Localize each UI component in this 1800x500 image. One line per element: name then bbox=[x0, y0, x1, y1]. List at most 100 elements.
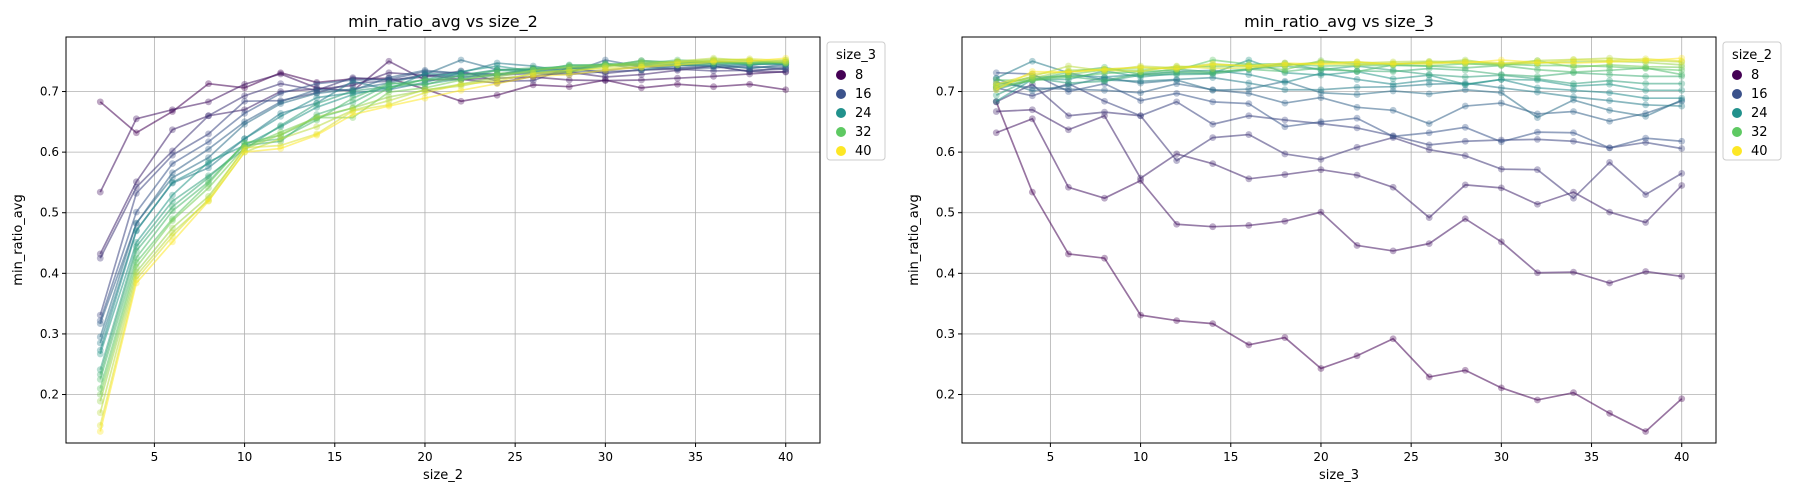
chart2-y-axis-label: min_ratio_avg bbox=[907, 194, 922, 285]
chart2-y-tick-label: 0.4 bbox=[936, 266, 955, 280]
chart1-data-point bbox=[565, 66, 573, 74]
chart2-data-point bbox=[1281, 116, 1289, 124]
chart2-data-point bbox=[1642, 63, 1650, 71]
chart1-legend-marker bbox=[836, 89, 846, 99]
chart2-series-line-38 bbox=[996, 57, 1682, 86]
chart2-data-point bbox=[1642, 268, 1650, 275]
chart1-data-point bbox=[493, 66, 501, 74]
chart2-series-line-40 bbox=[995, 57, 1682, 91]
chart2-data-point bbox=[1353, 171, 1361, 179]
chart2-data-point bbox=[1497, 56, 1505, 64]
chart2-data-point bbox=[992, 69, 1000, 77]
chart1-data-point bbox=[638, 63, 645, 71]
chart2-data-point bbox=[1065, 68, 1072, 76]
chart2-data-point bbox=[1678, 97, 1686, 105]
chart1-data-point bbox=[349, 99, 357, 106]
chart2-data-point bbox=[1461, 59, 1469, 67]
chart2-x-tick-label: 40 bbox=[1674, 450, 1689, 464]
chart2-axes-frame bbox=[961, 36, 1717, 444]
chart1-legend-marker bbox=[836, 146, 846, 156]
chart1-legend-label: 8 bbox=[855, 68, 863, 83]
chart1-data-point bbox=[746, 64, 754, 72]
chart1-data-point bbox=[241, 106, 248, 114]
chart2-data-point bbox=[1534, 128, 1541, 136]
chart1-data-point bbox=[241, 97, 248, 105]
chart2-data-point bbox=[1570, 56, 1577, 64]
chart2-data-point bbox=[992, 76, 1000, 84]
chart1-x-tick-label: 35 bbox=[688, 450, 703, 464]
chart2-data-point bbox=[1606, 279, 1613, 287]
chart1-data-point bbox=[385, 93, 393, 101]
chart2-data-point bbox=[1317, 71, 1325, 79]
chart1-data-point bbox=[421, 86, 429, 94]
chart1-data-point bbox=[313, 123, 321, 131]
chart2-data-point bbox=[1534, 114, 1541, 121]
chart2-data-point bbox=[992, 129, 1000, 137]
chart2-data-point bbox=[1389, 87, 1397, 95]
chart2-data-point bbox=[1028, 80, 1036, 88]
chart2-data-point bbox=[1389, 132, 1397, 140]
chart1-data-point bbox=[421, 89, 429, 97]
chart2-series-line-16 bbox=[996, 76, 1683, 119]
chart2-x-tick-label: 30 bbox=[1494, 450, 1509, 464]
chart1-data-point bbox=[205, 195, 212, 203]
chart1-data-point bbox=[277, 100, 285, 108]
chart2-data-point bbox=[1570, 80, 1577, 88]
chart2-data-point bbox=[1173, 157, 1181, 165]
chart2-x-axis-label: size_3 bbox=[1319, 468, 1359, 483]
chart1-data-point bbox=[385, 74, 393, 81]
chart1-data-point bbox=[710, 72, 717, 80]
chart1-series-line-40 bbox=[99, 57, 786, 432]
chart1-x-tick-label: 10 bbox=[237, 450, 252, 464]
chart2-data-point bbox=[1137, 174, 1144, 182]
chart2-legend-marker bbox=[1732, 70, 1742, 80]
chart2-data-point bbox=[1606, 208, 1613, 216]
chart2-data-point bbox=[1209, 98, 1217, 106]
chart1-data-point bbox=[169, 160, 176, 168]
chart-right: 5 10 15 20 25 30 35 40 0.2 0.3 0.4 0.5 0.6 0.7 min_rat… bbox=[907, 12, 1782, 483]
chart1-y-tick-label: 0.7 bbox=[40, 85, 59, 99]
chart2-data-point bbox=[1534, 166, 1541, 174]
chart2-data-point bbox=[1389, 83, 1397, 91]
chart2-data-point bbox=[1281, 171, 1289, 178]
chart2-data-point bbox=[1353, 76, 1361, 83]
chart2-legend-marker bbox=[1732, 146, 1742, 156]
chart1-y-tick-label: 0.3 bbox=[40, 327, 59, 341]
chart1-data-point bbox=[782, 54, 790, 62]
chart1-data-point bbox=[385, 79, 393, 87]
chart1-data-point bbox=[349, 94, 357, 102]
chart1-data-point bbox=[169, 207, 176, 215]
chart2-data-point bbox=[1389, 106, 1397, 114]
chart2-data-point bbox=[1606, 409, 1613, 417]
chart1-data-point bbox=[169, 215, 176, 223]
chart2-data-point bbox=[1425, 373, 1433, 381]
chart1-data-point bbox=[565, 63, 573, 71]
chart1-data-point bbox=[132, 115, 140, 123]
chart2-data-point bbox=[1245, 85, 1253, 93]
chart2-data-point bbox=[1137, 177, 1144, 185]
chart1-data-point bbox=[205, 197, 212, 205]
chart1-data-point bbox=[529, 77, 537, 85]
chart2-data-point bbox=[1389, 335, 1397, 343]
chart2-data-point bbox=[1461, 152, 1469, 160]
chart2-legend-marker bbox=[1732, 127, 1742, 137]
chart2-legend-marker bbox=[1732, 89, 1742, 99]
chart1-data-point bbox=[710, 58, 717, 66]
chart1-data-point bbox=[349, 111, 357, 118]
chart1-y-tick-label: 0.2 bbox=[40, 388, 59, 402]
chart2-data-point bbox=[1606, 144, 1613, 152]
chart2-data-point bbox=[1173, 89, 1181, 97]
chart1-data-point bbox=[710, 83, 717, 91]
chart2-data-point bbox=[1209, 120, 1217, 128]
chart2-data-point bbox=[1137, 68, 1144, 75]
chart2-data-point bbox=[1606, 159, 1613, 166]
chart2-data-point bbox=[1642, 134, 1650, 142]
chart1-data-point bbox=[385, 102, 393, 110]
chart2-data-point bbox=[1028, 106, 1036, 114]
chart2-data-point bbox=[1534, 59, 1541, 66]
chart1-data-point bbox=[241, 84, 248, 92]
chart2-data-point bbox=[1642, 72, 1650, 80]
chart2-data-point bbox=[1353, 143, 1361, 151]
chart2-x-tick-label: 15 bbox=[1223, 450, 1238, 464]
